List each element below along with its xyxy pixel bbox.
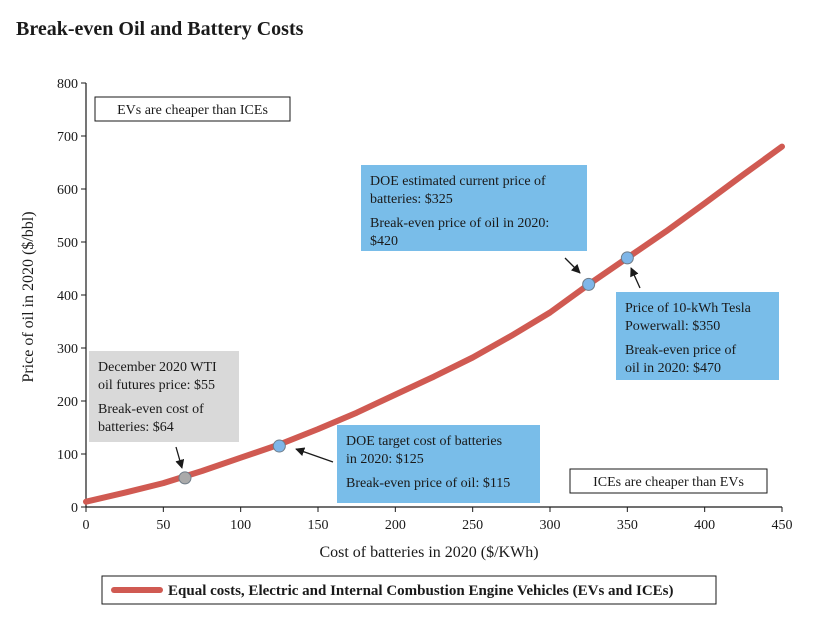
annotation-text: Powerwall: $350	[625, 319, 720, 334]
data-point	[582, 277, 596, 291]
annotation-text: oil futures price: $55	[98, 378, 215, 393]
annotation-text: Price of 10-kWh Tesla	[625, 301, 752, 316]
annotation-arrow	[630, 267, 641, 289]
y-axis-label: Price of oil in 2020 ($/bbl)	[20, 211, 37, 382]
y-tick-label: 200	[57, 395, 78, 410]
y-tick-label: 100	[57, 448, 78, 463]
y-tick-label: 400	[57, 289, 78, 304]
annotation-text: DOE estimated current price of	[370, 174, 546, 189]
y-tick-label: 800	[57, 77, 78, 92]
annotation-text: batteries: $64	[98, 420, 174, 435]
x-tick-label: 50	[156, 518, 170, 533]
legend-label: Equal costs, Electric and Internal Combu…	[168, 583, 674, 599]
chart-title: Break-even Oil and Battery Costs	[16, 18, 304, 40]
region-label-evs-cheaper-box	[94, 96, 291, 122]
annotation-text: Break-even price of oil in 2020:	[370, 216, 549, 231]
x-tick-label: 350	[617, 518, 638, 533]
y-tick-label: 300	[57, 342, 78, 357]
x-axis-label: Cost of batteries in 2020 ($/KWh)	[319, 544, 538, 561]
annotation-box	[616, 292, 779, 380]
annotation-box	[361, 165, 587, 251]
x-tick-label: 250	[462, 518, 483, 533]
y-tick-label: 700	[57, 130, 78, 145]
annotation-text: DOE target cost of batteries	[346, 434, 502, 449]
x-tick-label: 150	[308, 518, 329, 533]
annotation-arrow	[295, 447, 334, 463]
x-tick-label: 300	[540, 518, 561, 533]
annotation-box	[89, 351, 239, 442]
annotation-text: Break-even price of oil: $115	[346, 476, 510, 491]
annotation-text: $420	[370, 234, 398, 249]
annotation-text: Break-even cost of	[98, 402, 204, 417]
annotation-text: batteries: $325	[370, 192, 453, 207]
region-label-ices-cheaper-box	[569, 468, 768, 494]
x-tick-label: 450	[772, 518, 793, 533]
x-tick-label: 400	[694, 518, 715, 533]
legend-box	[101, 575, 717, 605]
series-line	[83, 143, 785, 505]
x-tick-label: 100	[230, 518, 251, 533]
annotation-text: oil in 2020: $470	[625, 361, 721, 376]
annotation-text: Break-even price of	[625, 343, 736, 358]
y-tick-label: 0	[71, 501, 78, 516]
annotation-text: in 2020: $125	[346, 452, 424, 467]
annotation-box	[337, 425, 540, 503]
data-point	[178, 471, 192, 485]
annotation-arrow	[564, 257, 581, 274]
y-tick-label: 500	[57, 236, 78, 251]
x-tick-label: 0	[83, 518, 90, 533]
y-tick-label: 600	[57, 183, 78, 198]
x-tick-label: 200	[385, 518, 406, 533]
annotation-arrow	[175, 446, 185, 469]
data-point	[272, 439, 286, 453]
annotation-text: December 2020 WTI	[98, 360, 217, 375]
region-label-evs-cheaper: EVs are cheaper than ICEs	[117, 103, 268, 118]
region-label-ices-cheaper: ICEs are cheaper than EVs	[593, 475, 744, 490]
data-point	[620, 251, 634, 265]
